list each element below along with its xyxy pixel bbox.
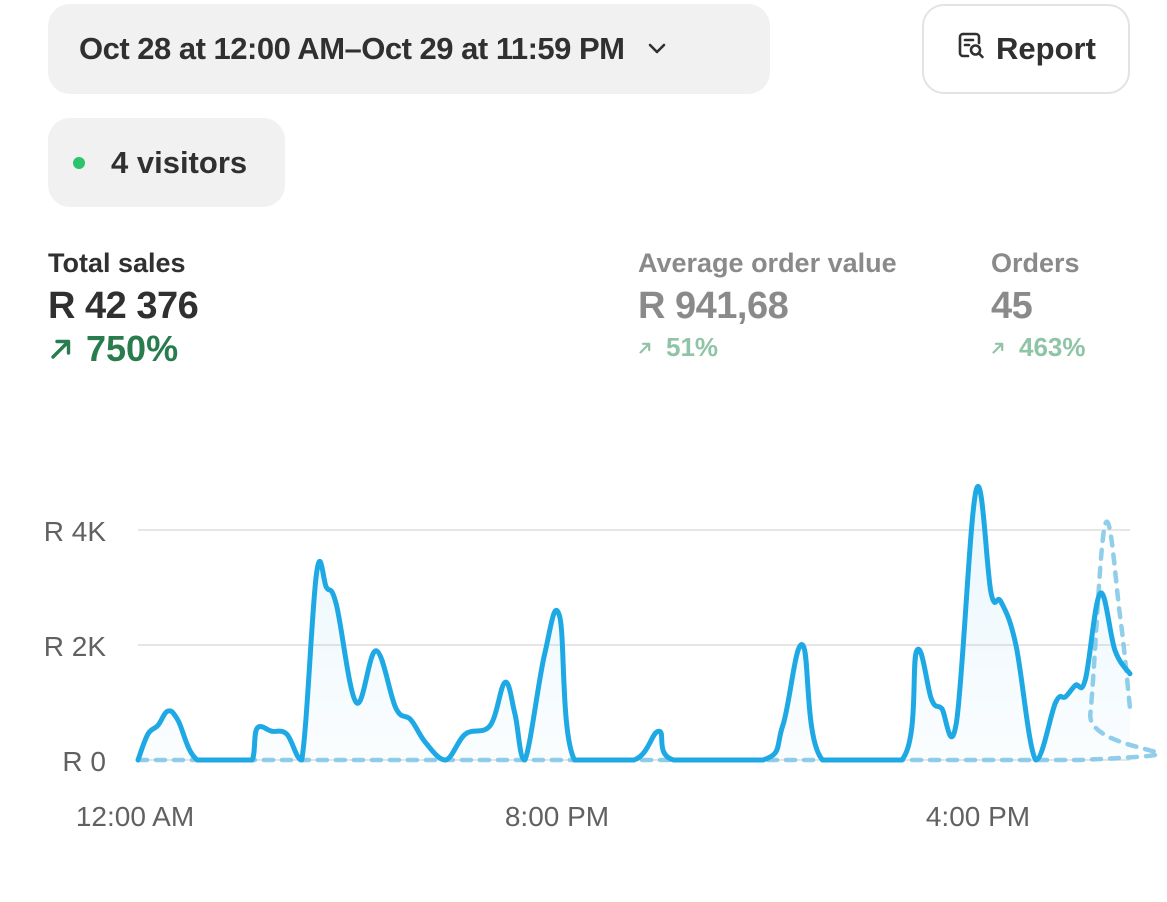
metric-total-sales[interactable]: Total sales R 42 376 750% bbox=[48, 248, 199, 370]
arrow-up-right-icon bbox=[51, 339, 71, 359]
report-icon bbox=[956, 30, 986, 68]
metric-change: 51% bbox=[638, 332, 897, 363]
metric-label: Total sales bbox=[48, 248, 186, 278]
report-button[interactable]: Report bbox=[922, 4, 1130, 94]
sales-area-fill bbox=[138, 486, 1130, 760]
visitors-label: 4 visitors bbox=[111, 144, 248, 180]
sales-line-chart[interactable]: R 0 R 2K R 4K 12:00 AM 8:00 PM 4:00 PM bbox=[0, 440, 1167, 870]
date-range-picker[interactable]: Oct 28 at 12:00 AM–Oct 29 at 11:59 PM bbox=[48, 4, 770, 94]
y-tick-label: R 2K bbox=[44, 631, 107, 662]
metric-value: R 941,68 bbox=[638, 285, 789, 327]
metric-orders[interactable]: Orders 45 463% bbox=[991, 248, 1086, 363]
y-tick-label: R 0 bbox=[62, 746, 106, 777]
metric-label: Orders bbox=[991, 248, 1080, 278]
metric-change-value: 463% bbox=[1019, 332, 1086, 362]
live-status-dot bbox=[73, 156, 85, 169]
date-range-label: Oct 28 at 12:00 AM–Oct 29 at 11:59 PM bbox=[79, 31, 625, 66]
metric-average-order-value[interactable]: Average order value R 941,68 51% bbox=[638, 248, 897, 363]
x-tick-label: 4:00 PM bbox=[926, 801, 1030, 832]
metric-change-value: 51% bbox=[666, 332, 719, 362]
arrow-up-right-icon bbox=[639, 342, 651, 354]
metric-change-value: 750% bbox=[86, 328, 179, 369]
chevron-down-icon bbox=[647, 42, 667, 56]
metric-value: 45 bbox=[991, 285, 1033, 327]
arrow-up-right-icon bbox=[992, 342, 1004, 354]
live-visitors-badge[interactable]: 4 visitors bbox=[48, 118, 285, 207]
y-tick-label: R 4K bbox=[44, 516, 107, 547]
report-button-label: Report bbox=[996, 31, 1096, 66]
current-period-line bbox=[135, 484, 1133, 763]
x-tick-label: 12:00 AM bbox=[76, 801, 194, 832]
metric-value: R 42 376 bbox=[48, 285, 199, 327]
x-tick-label: 8:00 PM bbox=[505, 801, 609, 832]
metric-label: Average order value bbox=[638, 248, 897, 278]
metric-change: 463% bbox=[991, 332, 1086, 363]
metric-change: 750% bbox=[48, 328, 198, 370]
